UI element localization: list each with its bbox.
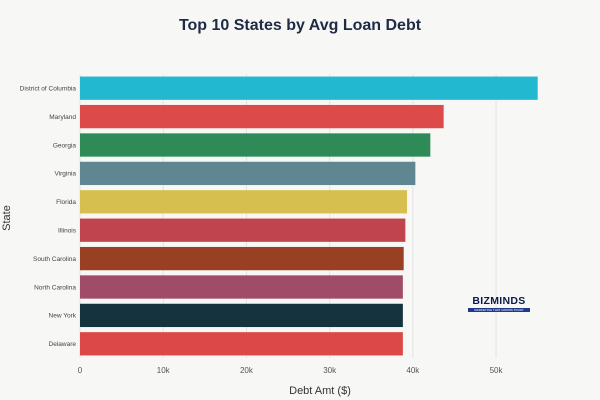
chart-bars xyxy=(80,76,538,356)
bar xyxy=(80,246,404,271)
bar xyxy=(80,218,406,242)
y-tick-label: Delaware xyxy=(49,341,77,348)
x-tick-label: 40k xyxy=(406,366,420,375)
y-tick-label: Illinois xyxy=(58,228,77,235)
bar xyxy=(80,76,538,100)
bar xyxy=(80,161,416,186)
x-axis-title: Debt Amt ($) xyxy=(289,385,351,397)
y-tick-label: New York xyxy=(49,313,77,320)
y-tick-label: Georgia xyxy=(53,142,77,149)
y-axis-tick-labels: District of Columbia Maryland Georgia Virgi… xyxy=(20,86,77,349)
x-tick-label: 50k xyxy=(490,366,504,375)
y-tick-label: District of Columbia xyxy=(20,86,77,93)
x-tick-label: 10k xyxy=(157,366,171,375)
bar xyxy=(80,104,444,129)
bar xyxy=(80,133,431,157)
y-tick-label: South Carolina xyxy=(33,256,76,263)
x-tick-label: 30k xyxy=(323,366,337,375)
y-tick-label: Florida xyxy=(56,199,76,206)
x-tick-label: 0 xyxy=(78,366,83,375)
y-tick-label: Maryland xyxy=(49,114,76,121)
x-axis-tick-labels: 0 10k 20k 30k 40k 50k xyxy=(78,366,504,375)
bar xyxy=(80,275,403,299)
x-tick-label: 20k xyxy=(240,366,254,375)
chart-title: Top 10 States by Avg Loan Debt xyxy=(179,17,422,34)
bar xyxy=(80,190,408,214)
bizminds-logo: BIZMINDS MARKETING THAT GROWS TRUST xyxy=(468,295,530,315)
bar xyxy=(80,303,403,328)
bar xyxy=(80,332,403,356)
y-axis-title: State xyxy=(1,205,13,231)
y-tick-label: Virginia xyxy=(54,171,76,178)
logo-name: BIZMINDS xyxy=(472,295,526,307)
y-tick-label: North Carolina xyxy=(34,284,76,291)
logo-tagline: MARKETING THAT GROWS TRUST xyxy=(468,308,530,312)
